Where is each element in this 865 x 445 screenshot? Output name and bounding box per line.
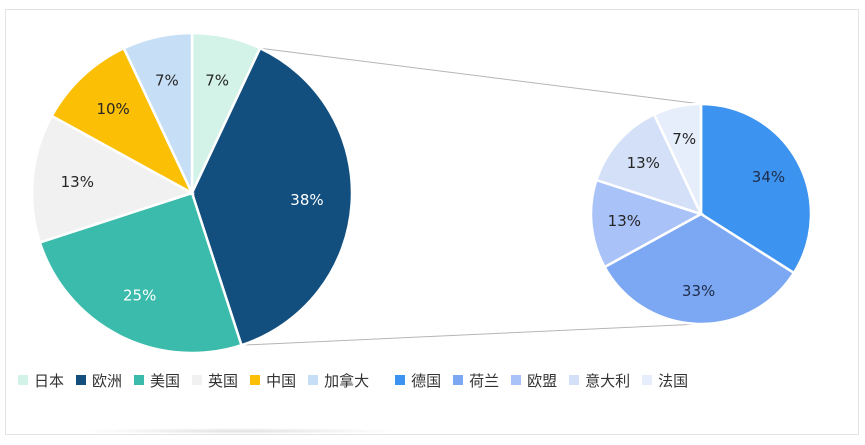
legend-item-main-2: 美国 (134, 370, 180, 391)
legend-label: 美国 (150, 371, 181, 390)
main-pie-slice-4 (50, 46, 195, 196)
secondary-pie-label-0: 34% (752, 168, 785, 186)
main-pie-slice-2 (38, 191, 244, 355)
legend-swatch (395, 375, 406, 385)
legend-item-secondary-2: 欧盟 (511, 370, 557, 391)
legend-item-secondary-1: 荷兰 (453, 370, 499, 391)
legend-label: 德国 (411, 371, 442, 390)
main-pie-label-2: 25% (123, 287, 156, 305)
legend-item-main-3: 英国 (192, 370, 238, 391)
legend-swatch (192, 375, 203, 385)
legend-swatch (453, 375, 464, 385)
legend-label: 荷兰 (469, 371, 500, 390)
legend-item-secondary-3: 意大利 (569, 370, 630, 391)
secondary-pie-label-3: 13% (627, 154, 660, 172)
legend-label: 法国 (658, 371, 689, 390)
legend-label: 英国 (208, 371, 239, 390)
main-pie-label-4: 10% (96, 100, 129, 118)
legend-swatch (250, 375, 261, 385)
secondary-pie-label-2: 13% (608, 212, 641, 230)
secondary-pie-slice-3 (594, 112, 704, 217)
legend-item-main-1: 欧洲 (76, 370, 122, 391)
legend-item-secondary-0: 德国 (395, 370, 441, 391)
main-pie: 7% 38% 25% 13% 10% 7% (30, 31, 354, 355)
main-pie-label-0: 7% (205, 72, 229, 90)
legend-swatch (134, 375, 145, 385)
main-pie-slice-3 (30, 114, 196, 245)
secondary-pie: 34% 33% 13% 13% 7% (589, 102, 813, 326)
legend-swatch (511, 375, 522, 385)
legend-item-main-5: 加拿大 (308, 370, 369, 391)
connector-line-top (260, 47, 702, 105)
main-pie-label-1: 38% (290, 191, 323, 209)
legend-label: 欧盟 (527, 371, 558, 390)
main-pie-label-5: 7% (155, 72, 179, 90)
chart-legend: 日本 欧洲 美国 英国 中国 加拿大 德国 荷兰 欧盟 意大利 法国 (18, 368, 700, 392)
legend-swatch (308, 375, 319, 385)
legend-swatch (569, 375, 580, 385)
legend-item-main-0: 日本 (18, 370, 64, 391)
legend-item-secondary-4: 法国 (642, 370, 688, 391)
main-pie-label-3: 13% (61, 173, 94, 191)
frame-shadow (80, 428, 400, 434)
secondary-pie-label-1: 33% (682, 282, 715, 300)
legend-item-main-4: 中国 (250, 370, 296, 391)
secondary-pie-slice-4 (652, 102, 703, 215)
legend-label: 意大利 (585, 371, 631, 390)
secondary-pie-label-4: 7% (672, 130, 696, 148)
secondary-pie-slice-2 (589, 178, 705, 269)
legend-label: 日本 (34, 371, 65, 390)
connector-lines (241, 47, 702, 346)
legend-label: 中国 (266, 371, 297, 390)
main-pie-slice-1 (190, 46, 354, 347)
legend-swatch (76, 375, 87, 385)
legend-label: 加拿大 (324, 371, 370, 390)
connector-line-bottom (241, 323, 702, 346)
legend-swatch (18, 375, 28, 385)
main-pie-slice-5 (122, 31, 194, 194)
legend-swatch (642, 375, 653, 385)
legend-label: 欧洲 (92, 371, 123, 390)
